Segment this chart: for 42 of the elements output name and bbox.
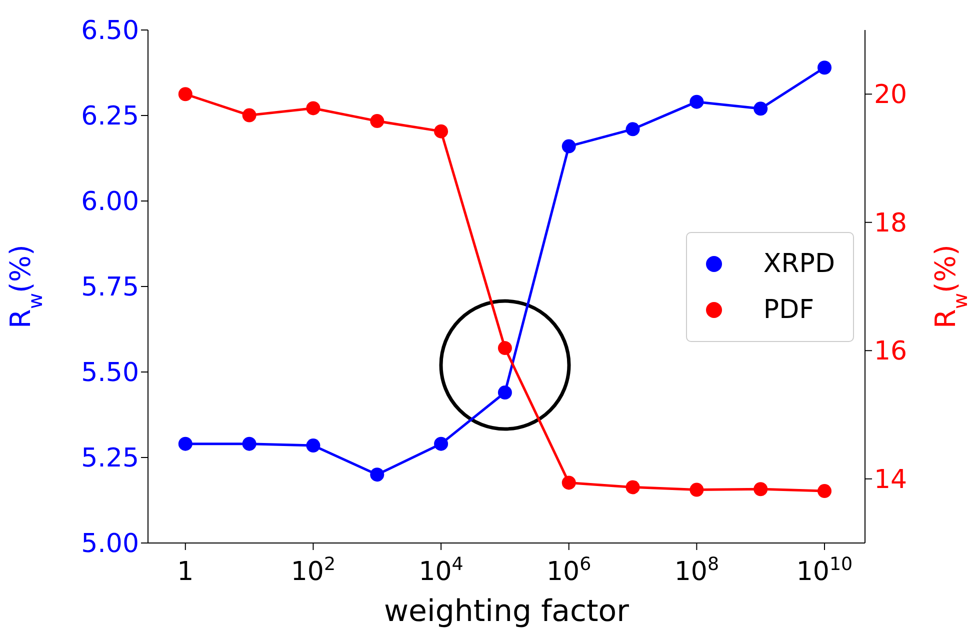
point (178, 436, 192, 451)
point (370, 468, 384, 482)
x-tick-label: 10$^{6}$ (546, 554, 592, 587)
point (434, 436, 448, 451)
x-tick-label: 10$^{2}$ (290, 554, 336, 587)
y2-tick-label: 16 (874, 336, 908, 367)
point (690, 94, 704, 109)
y-tick-label: 5.75 (81, 272, 139, 302)
y2-tick-label: 14 (874, 464, 908, 495)
x-tick-label: 10$^{8}$ (674, 554, 720, 587)
point (498, 341, 512, 356)
point (370, 114, 384, 128)
point (562, 476, 576, 490)
point (242, 436, 256, 451)
y-tick-label: 5.00 (81, 529, 139, 559)
x-axis-title: weighting factor (384, 594, 630, 629)
point (818, 60, 832, 75)
point (178, 87, 192, 102)
point (562, 139, 576, 154)
y-tick-label: 5.25 (81, 444, 139, 474)
point (498, 386, 512, 400)
point (690, 482, 704, 497)
point (754, 482, 768, 496)
legend-label: XRPD (763, 248, 835, 281)
y-tick-label: 5.50 (81, 358, 139, 388)
y-tick-label: 6.25 (81, 102, 139, 132)
legend-label: PDF (763, 294, 814, 327)
y2-tick-label: 18 (874, 208, 908, 238)
point (818, 484, 832, 498)
point (306, 438, 320, 453)
point (754, 102, 768, 116)
point (434, 124, 448, 138)
y-tick-label: 6.50 (81, 16, 139, 46)
y2-tick-label: 20 (874, 80, 908, 110)
x-tick-label: 10$^{4}$ (418, 554, 464, 587)
y-tick-label: 6.00 (81, 187, 139, 217)
x-tick-label: 10$^{10}$ (796, 554, 853, 587)
point (306, 101, 320, 116)
point (626, 122, 640, 136)
point (626, 480, 640, 494)
point (242, 108, 256, 122)
x-tick-label: 1 (177, 557, 194, 587)
